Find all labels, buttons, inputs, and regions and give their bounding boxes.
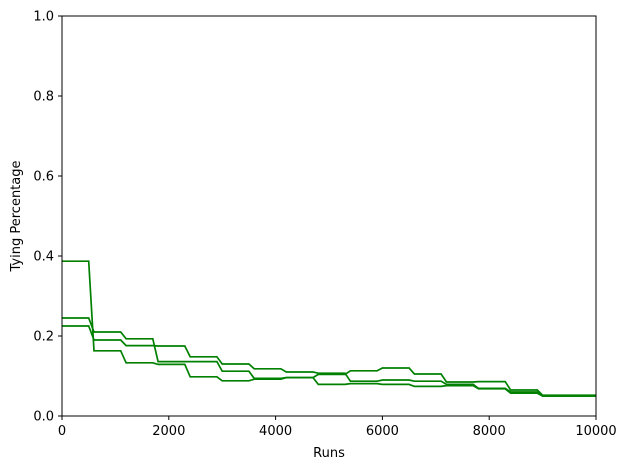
series-line-2 — [62, 317, 596, 397]
x-tick-label: 0 — [58, 424, 66, 439]
y-tick-label: 0.2 — [33, 330, 54, 345]
y-tick-label: 1.0 — [33, 10, 54, 25]
y-tick-label: 0.0 — [33, 410, 54, 425]
plot-frame — [61, 15, 597, 417]
x-tick-label: 8000 — [473, 424, 506, 439]
x-axis-label: Runs — [313, 446, 345, 461]
y-axis-label: Tying Percentage — [9, 161, 24, 273]
x-tick-label: 2000 — [152, 424, 185, 439]
series-line-3 — [62, 325, 596, 397]
series-layer — [62, 260, 596, 397]
x-tick-label: 6000 — [366, 424, 399, 439]
x-tick-label: 10000 — [575, 424, 616, 439]
y-tick-label: 0.4 — [33, 250, 54, 265]
y-tick-label: 0.8 — [33, 90, 54, 105]
ticks-layer: 0 2000 4000 6000 8000 10000 0.0 0.2 0.4 0.6 0.8 1.0 — [33, 10, 616, 440]
series-line-1 — [62, 260, 596, 397]
x-tick-label: 4000 — [259, 424, 292, 439]
y-tick-label: 0.6 — [33, 170, 54, 185]
